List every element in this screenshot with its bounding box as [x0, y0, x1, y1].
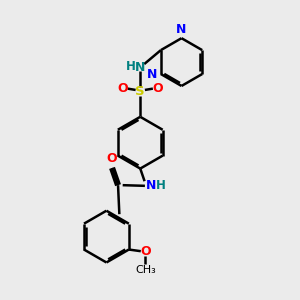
Text: H: H — [155, 179, 165, 192]
Text: H: H — [126, 60, 136, 73]
Text: N: N — [146, 68, 157, 80]
Text: N: N — [135, 61, 146, 74]
Text: O: O — [152, 82, 163, 95]
Text: N: N — [146, 179, 157, 192]
Text: O: O — [140, 245, 151, 258]
Text: S: S — [135, 85, 145, 98]
Text: O: O — [107, 152, 117, 165]
Text: N: N — [176, 22, 186, 35]
Text: O: O — [118, 82, 128, 95]
Text: CH₃: CH₃ — [135, 265, 156, 275]
